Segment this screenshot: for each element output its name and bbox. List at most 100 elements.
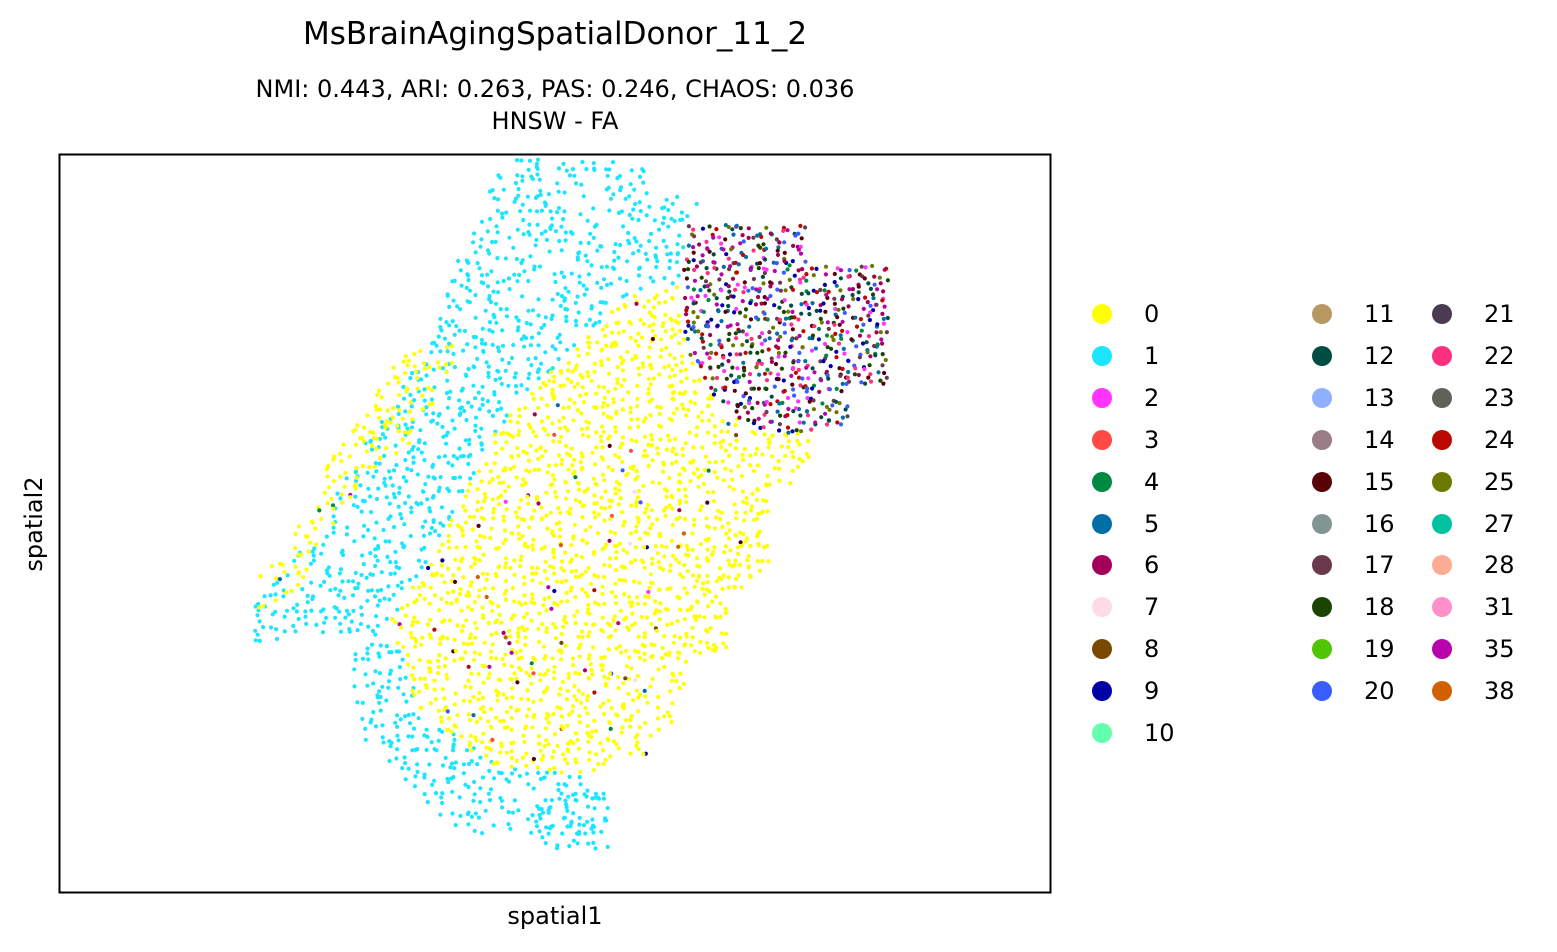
scatter-point — [500, 328, 505, 333]
legend-item: 38 — [1432, 671, 1515, 711]
scatter-point — [606, 185, 611, 190]
scatter-point — [694, 556, 700, 561]
scatter-point — [457, 412, 462, 418]
scatter-point — [479, 273, 484, 278]
scatter-point — [563, 643, 568, 649]
scatter-point — [400, 766, 405, 771]
scatter-point — [374, 469, 379, 474]
scatter-point — [561, 624, 566, 630]
scatter-point — [478, 800, 483, 805]
scatter-point — [501, 692, 506, 697]
scatter-point — [576, 688, 582, 693]
scatter-point — [372, 536, 377, 541]
scatter-point — [557, 534, 562, 539]
scatter-point — [592, 369, 597, 374]
scatter-point — [777, 466, 782, 471]
scatter-point — [572, 469, 577, 474]
scatter-point — [585, 804, 591, 809]
scatter-point — [535, 566, 540, 571]
scatter-point — [822, 341, 828, 347]
scatter-point — [507, 235, 512, 240]
scatter-point — [789, 338, 794, 343]
scatter-point — [508, 826, 513, 831]
scatter-point — [727, 453, 732, 458]
scatter-point — [699, 473, 704, 478]
scatter-point — [536, 626, 541, 632]
scatter-point — [643, 251, 648, 256]
scatter-point — [530, 547, 536, 552]
scatter-point — [383, 425, 388, 430]
scatter-point — [730, 276, 736, 281]
scatter-point — [749, 504, 754, 509]
scatter-point — [599, 829, 604, 835]
scatter-point — [536, 456, 541, 461]
scatter-point — [557, 418, 562, 424]
scatter-point — [734, 438, 739, 443]
scatter-point — [733, 558, 738, 563]
scatter-point — [868, 379, 874, 384]
scatter-point — [760, 349, 765, 354]
scatter-point — [619, 730, 624, 735]
scatter-point — [296, 582, 301, 588]
scatter-point — [386, 584, 391, 589]
scatter-point — [702, 284, 707, 289]
scatter-point — [706, 396, 711, 401]
scatter-point — [613, 594, 618, 599]
scatter-point — [480, 397, 485, 402]
scatter-point — [409, 425, 415, 430]
scatter-point — [641, 751, 646, 757]
scatter-point — [477, 469, 482, 474]
scatter-point — [691, 245, 696, 250]
scatter-point — [740, 342, 745, 347]
scatter-point — [511, 464, 517, 469]
scatter-point — [796, 375, 802, 380]
legend-marker — [1312, 429, 1332, 450]
scatter-point — [261, 624, 266, 630]
scatter-point — [536, 331, 542, 336]
scatter-point — [621, 547, 626, 553]
scatter-point — [716, 309, 721, 314]
scatter-point — [570, 231, 575, 236]
scatter-point — [665, 488, 670, 494]
scatter-point — [466, 488, 471, 493]
scatter-point — [602, 478, 607, 483]
scatter-point — [850, 287, 856, 292]
scatter-point — [546, 192, 552, 197]
scatter-point — [475, 762, 480, 767]
scatter-point — [365, 651, 370, 656]
scatter-point — [637, 372, 642, 377]
scatter-point — [565, 377, 571, 382]
scatter-point — [570, 709, 575, 714]
scatter-point — [688, 479, 693, 484]
legend-label: 38 — [1484, 677, 1515, 706]
scatter-point — [849, 337, 854, 342]
scatter-point — [737, 562, 743, 567]
scatter-point — [794, 428, 799, 433]
scatter-point — [561, 752, 566, 757]
scatter-point — [732, 585, 737, 590]
scatter-point — [440, 424, 445, 429]
scatter-point — [710, 412, 715, 417]
scatter-point — [502, 419, 507, 424]
scatter-point — [522, 269, 527, 274]
scatter-point — [670, 522, 675, 528]
scatter-point — [323, 615, 329, 621]
scatter-point — [495, 230, 500, 235]
scatter-point — [603, 300, 608, 305]
scatter-point — [599, 363, 604, 368]
scatter-point — [782, 354, 787, 359]
scatter-point — [751, 468, 757, 474]
scatter-point — [734, 510, 739, 515]
scatter-point — [720, 459, 725, 464]
scatter-point — [658, 601, 663, 606]
scatter-point — [611, 400, 616, 405]
scatter-point — [500, 446, 505, 451]
scatter-point — [772, 268, 777, 274]
scatter-point — [509, 715, 514, 721]
scatter-point — [725, 324, 730, 329]
scatter-point — [503, 368, 508, 373]
scatter-point — [364, 575, 369, 580]
scatter-point — [550, 387, 555, 392]
scatter-point — [529, 363, 534, 368]
scatter-point — [547, 767, 552, 773]
